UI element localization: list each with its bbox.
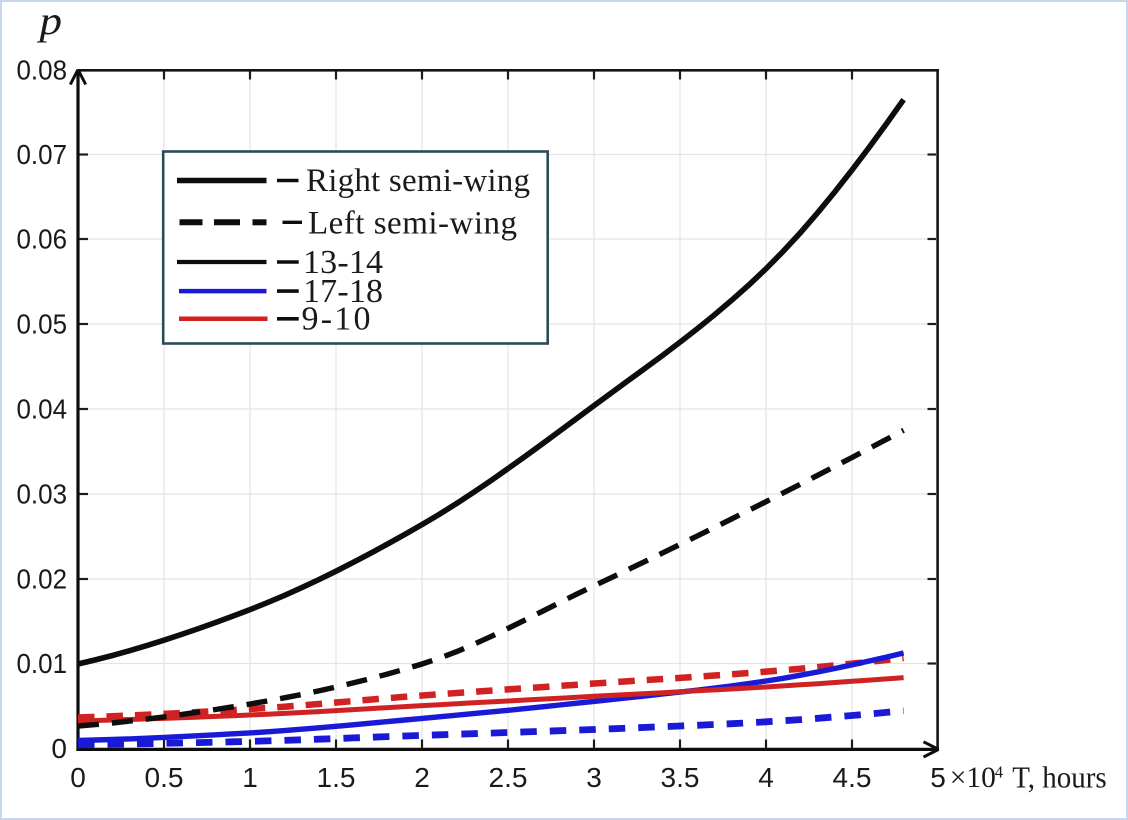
svg-text:13-14: 13-14 — [303, 244, 383, 281]
svg-text:0.07: 0.07 — [17, 139, 68, 170]
svg-text:4: 4 — [995, 762, 1003, 781]
svg-text:0.01: 0.01 — [17, 648, 68, 679]
svg-text:×10: ×10 — [950, 762, 996, 794]
svg-text:9-10: 9-10 — [302, 301, 371, 338]
svg-text:0: 0 — [70, 762, 86, 793]
svg-text:3.5: 3.5 — [661, 762, 700, 793]
svg-text:T, hours: T, hours — [1012, 760, 1106, 795]
svg-text:1.5: 1.5 — [317, 762, 356, 793]
svg-text:0.02: 0.02 — [17, 564, 68, 595]
svg-text:4: 4 — [758, 762, 774, 793]
svg-text:0.08: 0.08 — [17, 55, 68, 86]
svg-text:p: p — [36, 0, 62, 43]
svg-text:0: 0 — [51, 733, 67, 764]
svg-text:2.5: 2.5 — [489, 762, 528, 793]
svg-text:0.03: 0.03 — [17, 479, 68, 510]
svg-text:Right semi-wing: Right semi-wing — [306, 163, 530, 199]
svg-text:1: 1 — [242, 762, 258, 793]
svg-text:4.5: 4.5 — [833, 762, 872, 793]
svg-text:3: 3 — [586, 762, 602, 793]
svg-text:2: 2 — [414, 762, 430, 793]
svg-text:Left semi-wing: Left semi-wing — [308, 206, 517, 242]
svg-text:0.05: 0.05 — [17, 309, 68, 340]
svg-text:0.04: 0.04 — [17, 394, 68, 425]
svg-text:17-18: 17-18 — [303, 273, 383, 310]
svg-text:0.06: 0.06 — [17, 224, 68, 255]
svg-text:5: 5 — [930, 762, 946, 793]
svg-text:0.5: 0.5 — [145, 762, 184, 793]
